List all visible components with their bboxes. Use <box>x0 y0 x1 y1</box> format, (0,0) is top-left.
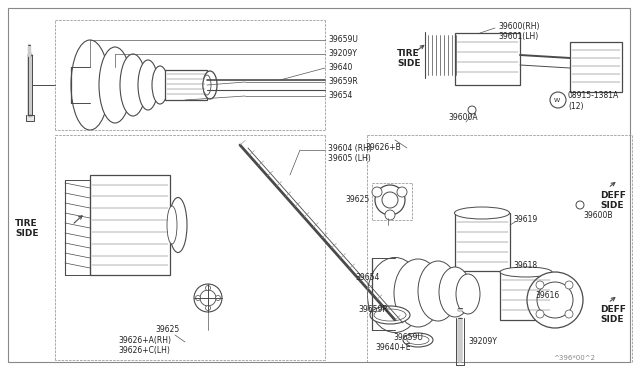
Bar <box>165 70 207 100</box>
Text: SIDE: SIDE <box>600 315 623 324</box>
Text: 39209Y: 39209Y <box>328 49 357 58</box>
Ellipse shape <box>120 54 146 116</box>
Ellipse shape <box>370 306 410 324</box>
Ellipse shape <box>138 60 158 110</box>
Circle shape <box>536 281 544 289</box>
Bar <box>455 33 520 85</box>
Ellipse shape <box>203 71 217 99</box>
Circle shape <box>536 310 544 318</box>
Bar <box>455 213 510 271</box>
Text: 39659R: 39659R <box>328 77 358 87</box>
Ellipse shape <box>500 267 552 277</box>
Text: DEFF: DEFF <box>600 305 626 314</box>
Ellipse shape <box>203 75 211 95</box>
Text: SIDE: SIDE <box>15 230 38 238</box>
Ellipse shape <box>394 259 442 327</box>
Text: ^396*00^2: ^396*00^2 <box>553 355 595 361</box>
Ellipse shape <box>99 47 131 123</box>
Circle shape <box>527 272 583 328</box>
Circle shape <box>576 201 584 209</box>
Bar <box>570 42 622 92</box>
Circle shape <box>216 295 221 301</box>
Text: 39640+E: 39640+E <box>375 343 410 353</box>
Circle shape <box>375 185 405 215</box>
Ellipse shape <box>403 333 433 347</box>
Text: 39626+B: 39626+B <box>365 144 401 153</box>
Text: TIRE: TIRE <box>15 219 38 228</box>
Text: TIRE: TIRE <box>397 49 420 58</box>
Text: 39626+C(LH): 39626+C(LH) <box>118 346 170 355</box>
Text: 39619: 39619 <box>513 215 537 224</box>
Text: 39209Y: 39209Y <box>468 337 497 346</box>
Text: 39659U: 39659U <box>328 35 358 45</box>
Text: 39654: 39654 <box>355 273 380 282</box>
Bar <box>500 272 552 320</box>
Text: (12): (12) <box>568 102 584 110</box>
Bar <box>90 175 170 275</box>
Text: 39659U: 39659U <box>393 334 423 343</box>
Text: 39616: 39616 <box>536 291 560 299</box>
Text: SIDE: SIDE <box>600 201 623 209</box>
Text: 39605 (LH): 39605 (LH) <box>328 154 371 163</box>
Text: W: W <box>554 97 560 103</box>
Ellipse shape <box>71 40 109 130</box>
Ellipse shape <box>439 267 471 317</box>
Text: 08915-1381A: 08915-1381A <box>568 92 620 100</box>
Ellipse shape <box>167 206 177 244</box>
Ellipse shape <box>367 257 422 333</box>
Text: 39640: 39640 <box>328 64 353 73</box>
Ellipse shape <box>418 261 458 321</box>
Circle shape <box>550 92 566 108</box>
Ellipse shape <box>169 198 187 253</box>
Circle shape <box>385 210 395 220</box>
Circle shape <box>565 281 573 289</box>
Text: 39600A: 39600A <box>448 112 477 122</box>
Circle shape <box>205 305 211 311</box>
Bar <box>26 115 34 121</box>
Text: 39625: 39625 <box>155 326 179 334</box>
Text: 39659R: 39659R <box>358 305 388 314</box>
Circle shape <box>565 310 573 318</box>
Text: DEFF: DEFF <box>600 190 626 199</box>
Text: 39600(RH): 39600(RH) <box>498 22 540 31</box>
Ellipse shape <box>407 336 429 344</box>
Circle shape <box>397 187 407 197</box>
Text: 39654: 39654 <box>328 92 353 100</box>
Text: SIDE: SIDE <box>397 60 420 68</box>
Circle shape <box>382 192 398 208</box>
Ellipse shape <box>152 66 168 104</box>
Text: 39626+A(RH): 39626+A(RH) <box>118 336 171 344</box>
Text: 39604 (RH): 39604 (RH) <box>328 144 372 153</box>
Text: 39600B: 39600B <box>583 211 612 219</box>
Ellipse shape <box>374 309 406 321</box>
Circle shape <box>194 284 222 312</box>
Circle shape <box>468 106 476 114</box>
Circle shape <box>372 187 382 197</box>
Text: 39601(LH): 39601(LH) <box>498 32 538 41</box>
Circle shape <box>205 285 211 291</box>
Text: 39618: 39618 <box>513 260 537 269</box>
Ellipse shape <box>454 207 509 219</box>
Circle shape <box>195 295 200 301</box>
Circle shape <box>200 290 216 306</box>
Circle shape <box>537 282 573 318</box>
Ellipse shape <box>456 274 480 314</box>
Text: 39625: 39625 <box>346 196 370 205</box>
